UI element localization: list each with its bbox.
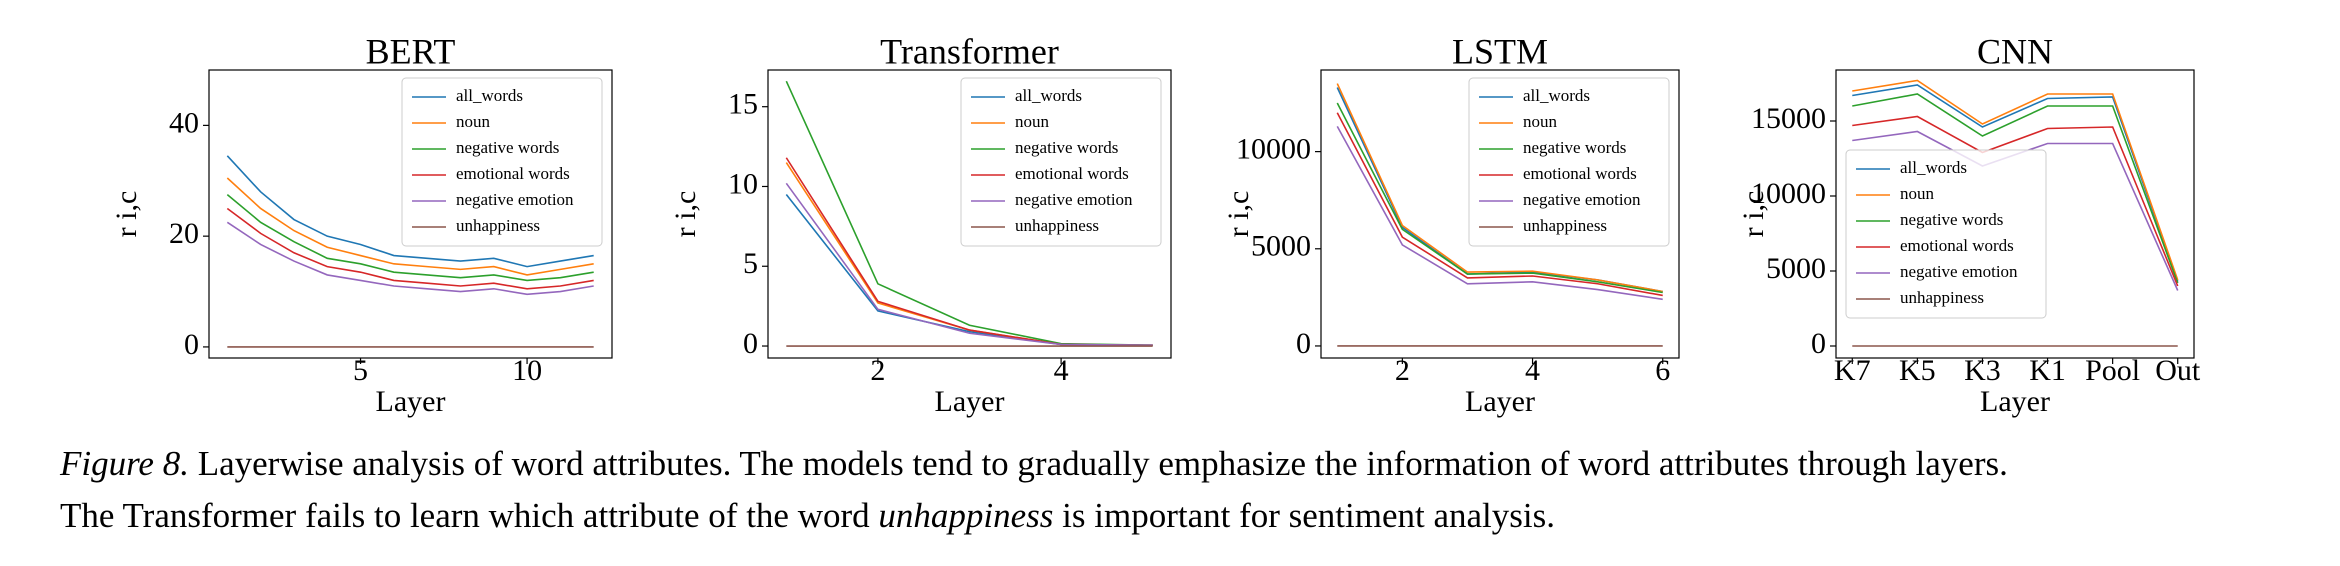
plot-frame — [208, 69, 613, 359]
series-line — [226, 177, 594, 276]
legend-label: all_words — [456, 86, 523, 105]
legend-box — [1845, 149, 2047, 319]
legend-label: noun — [1523, 112, 1558, 131]
series-line — [1852, 79, 2179, 281]
series-line — [1336, 125, 1663, 301]
series-line — [226, 221, 594, 296]
legend-label: all_words — [1900, 158, 1967, 177]
y-tick-label: 5000 — [1251, 230, 1311, 263]
y-tick-label: 10000 — [1751, 177, 1826, 210]
chart-title: BERT — [366, 31, 456, 71]
legend-box — [960, 77, 1162, 247]
y-tick-label: 40 — [169, 106, 199, 139]
caption-text: The Transformer fails to learn which att… — [60, 496, 879, 535]
chart-title: LSTM — [1452, 31, 1548, 71]
y-axis-label: r i,c — [669, 191, 702, 238]
x-axis-label: Layer — [1465, 385, 1535, 418]
legend-label: unhappiness — [1523, 216, 1607, 235]
series-line — [1336, 102, 1663, 294]
legend-box — [1468, 77, 1670, 247]
legend-label: negative words — [1015, 138, 1118, 157]
x-tick-label: 2 — [1395, 354, 1410, 387]
series-line — [226, 207, 594, 290]
legend-label: unhappiness — [1900, 288, 1984, 307]
legend-label: negative emotion — [1523, 190, 1641, 209]
x-tick-label: 4 — [1525, 354, 1540, 387]
series-line — [226, 155, 594, 268]
legend-label: negative words — [456, 138, 559, 157]
chart-title: CNN — [1977, 31, 2053, 71]
x-tick-label: 10 — [512, 354, 542, 387]
caption-text: Layerwise analysis of word attributes. T… — [188, 444, 2008, 483]
plot-frame — [1320, 69, 1680, 359]
caption-emphasis: unhappiness — [878, 496, 1054, 535]
caption-text: is important for sentiment analysis. — [1053, 496, 1555, 535]
y-tick-label: 10 — [728, 167, 758, 200]
y-axis-label: r i,c — [1737, 191, 1770, 238]
legend-label: all_words — [1015, 86, 1082, 105]
plot-frame — [767, 69, 1172, 359]
x-tick-label: K7 — [1834, 354, 1871, 387]
y-tick-label: 0 — [743, 327, 758, 360]
legend-label: emotional words — [1523, 164, 1637, 183]
x-tick-label: K1 — [2029, 354, 2066, 387]
series-line — [1852, 93, 2179, 284]
y-tick-label: 0 — [1811, 327, 1826, 360]
caption-line: Figure 8. Layerwise analysis of word att… — [60, 444, 2330, 484]
y-tick-label: 20 — [169, 217, 199, 250]
x-tick-label: K3 — [1964, 354, 2001, 387]
chart-title: Transformer — [880, 31, 1059, 71]
x-tick-label: Out — [2155, 354, 2201, 387]
legend-label: emotional words — [456, 164, 570, 183]
x-tick-label: 5 — [353, 354, 368, 387]
series-line — [1336, 112, 1663, 297]
legend-label: negative words — [1900, 210, 2003, 229]
y-axis-label: r i,c — [110, 191, 143, 238]
x-tick-label: 6 — [1655, 354, 1670, 387]
legend-label: negative emotion — [456, 190, 574, 209]
y-tick-label: 5 — [743, 247, 758, 280]
y-tick-label: 10000 — [1236, 133, 1311, 166]
y-tick-label: 0 — [1296, 327, 1311, 360]
legend-label: negative emotion — [1900, 262, 2018, 281]
legend-label: negative emotion — [1015, 190, 1133, 209]
plot-frame — [1835, 69, 2195, 359]
caption-label: Figure 8. — [60, 444, 189, 483]
legend-label: negative words — [1523, 138, 1626, 157]
series-line — [1336, 83, 1663, 293]
x-tick-label: K5 — [1899, 354, 1936, 387]
y-tick-label: 15 — [728, 88, 758, 121]
series-line — [226, 194, 594, 282]
series-line — [1852, 115, 2179, 287]
x-tick-label: 4 — [1054, 354, 1069, 387]
y-axis-label: r i,c — [1222, 191, 1255, 238]
caption-line: The Transformer fails to learn which att… — [60, 496, 2330, 536]
y-tick-label: 0 — [184, 328, 199, 361]
legend-box — [401, 77, 603, 247]
x-tick-label: Pool — [2085, 354, 2140, 387]
y-tick-label: 5000 — [1766, 252, 1826, 285]
legend-label: emotional words — [1015, 164, 1129, 183]
legend-label: unhappiness — [1015, 216, 1099, 235]
legend-label: noun — [1015, 112, 1050, 131]
legend-label: all_words — [1523, 86, 1590, 105]
legend-label: emotional words — [1900, 236, 2014, 255]
series-line — [785, 182, 1153, 347]
series-line — [1852, 84, 2179, 282]
x-axis-label: Layer — [1980, 385, 2050, 418]
legend-label: noun — [1900, 184, 1935, 203]
x-axis-label: Layer — [376, 385, 446, 418]
x-tick-label: 2 — [870, 354, 885, 387]
legend-label: unhappiness — [456, 216, 540, 235]
legend-label: noun — [456, 112, 491, 131]
x-axis-label: Layer — [935, 385, 1005, 418]
y-tick-label: 15000 — [1751, 102, 1826, 135]
